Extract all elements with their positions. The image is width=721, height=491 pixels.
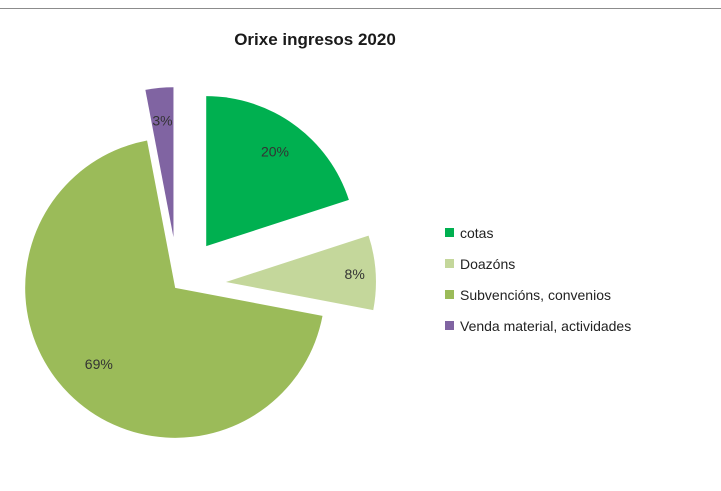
- legend-label: cotas: [460, 224, 494, 241]
- legend-label: Doazóns: [460, 255, 516, 272]
- legend-label: Subvencións, convenios: [460, 286, 611, 303]
- slice-value-label-0: 20%: [261, 144, 289, 160]
- legend: cotas Doazóns Subvencións, convenios Venda …: [445, 217, 631, 341]
- legend-item-3: Venda material, actividades: [445, 310, 631, 341]
- slice-value-label-1: 8%: [345, 266, 365, 282]
- top-divider: [0, 8, 721, 9]
- pie-slice-1: [225, 235, 376, 311]
- slice-value-label-2: 69%: [85, 356, 113, 372]
- legend-item-1: Doazóns: [445, 248, 631, 279]
- pie-slice-3: [145, 87, 174, 238]
- legend-item-2: Subvencións, convenios: [445, 279, 631, 310]
- pie-slice-0: [206, 96, 349, 247]
- pie-slice-2: [25, 140, 323, 438]
- chart-title: Orixe ingresos 2020: [234, 30, 396, 49]
- legend-label: Venda material, actividades: [460, 317, 632, 334]
- legend-swatch: [445, 290, 454, 299]
- slice-value-label-3: 3%: [152, 113, 172, 129]
- legend-swatch: [445, 259, 454, 268]
- legend-swatch: [445, 228, 454, 237]
- legend-swatch: [445, 321, 454, 330]
- legend-item-0: cotas: [445, 217, 631, 248]
